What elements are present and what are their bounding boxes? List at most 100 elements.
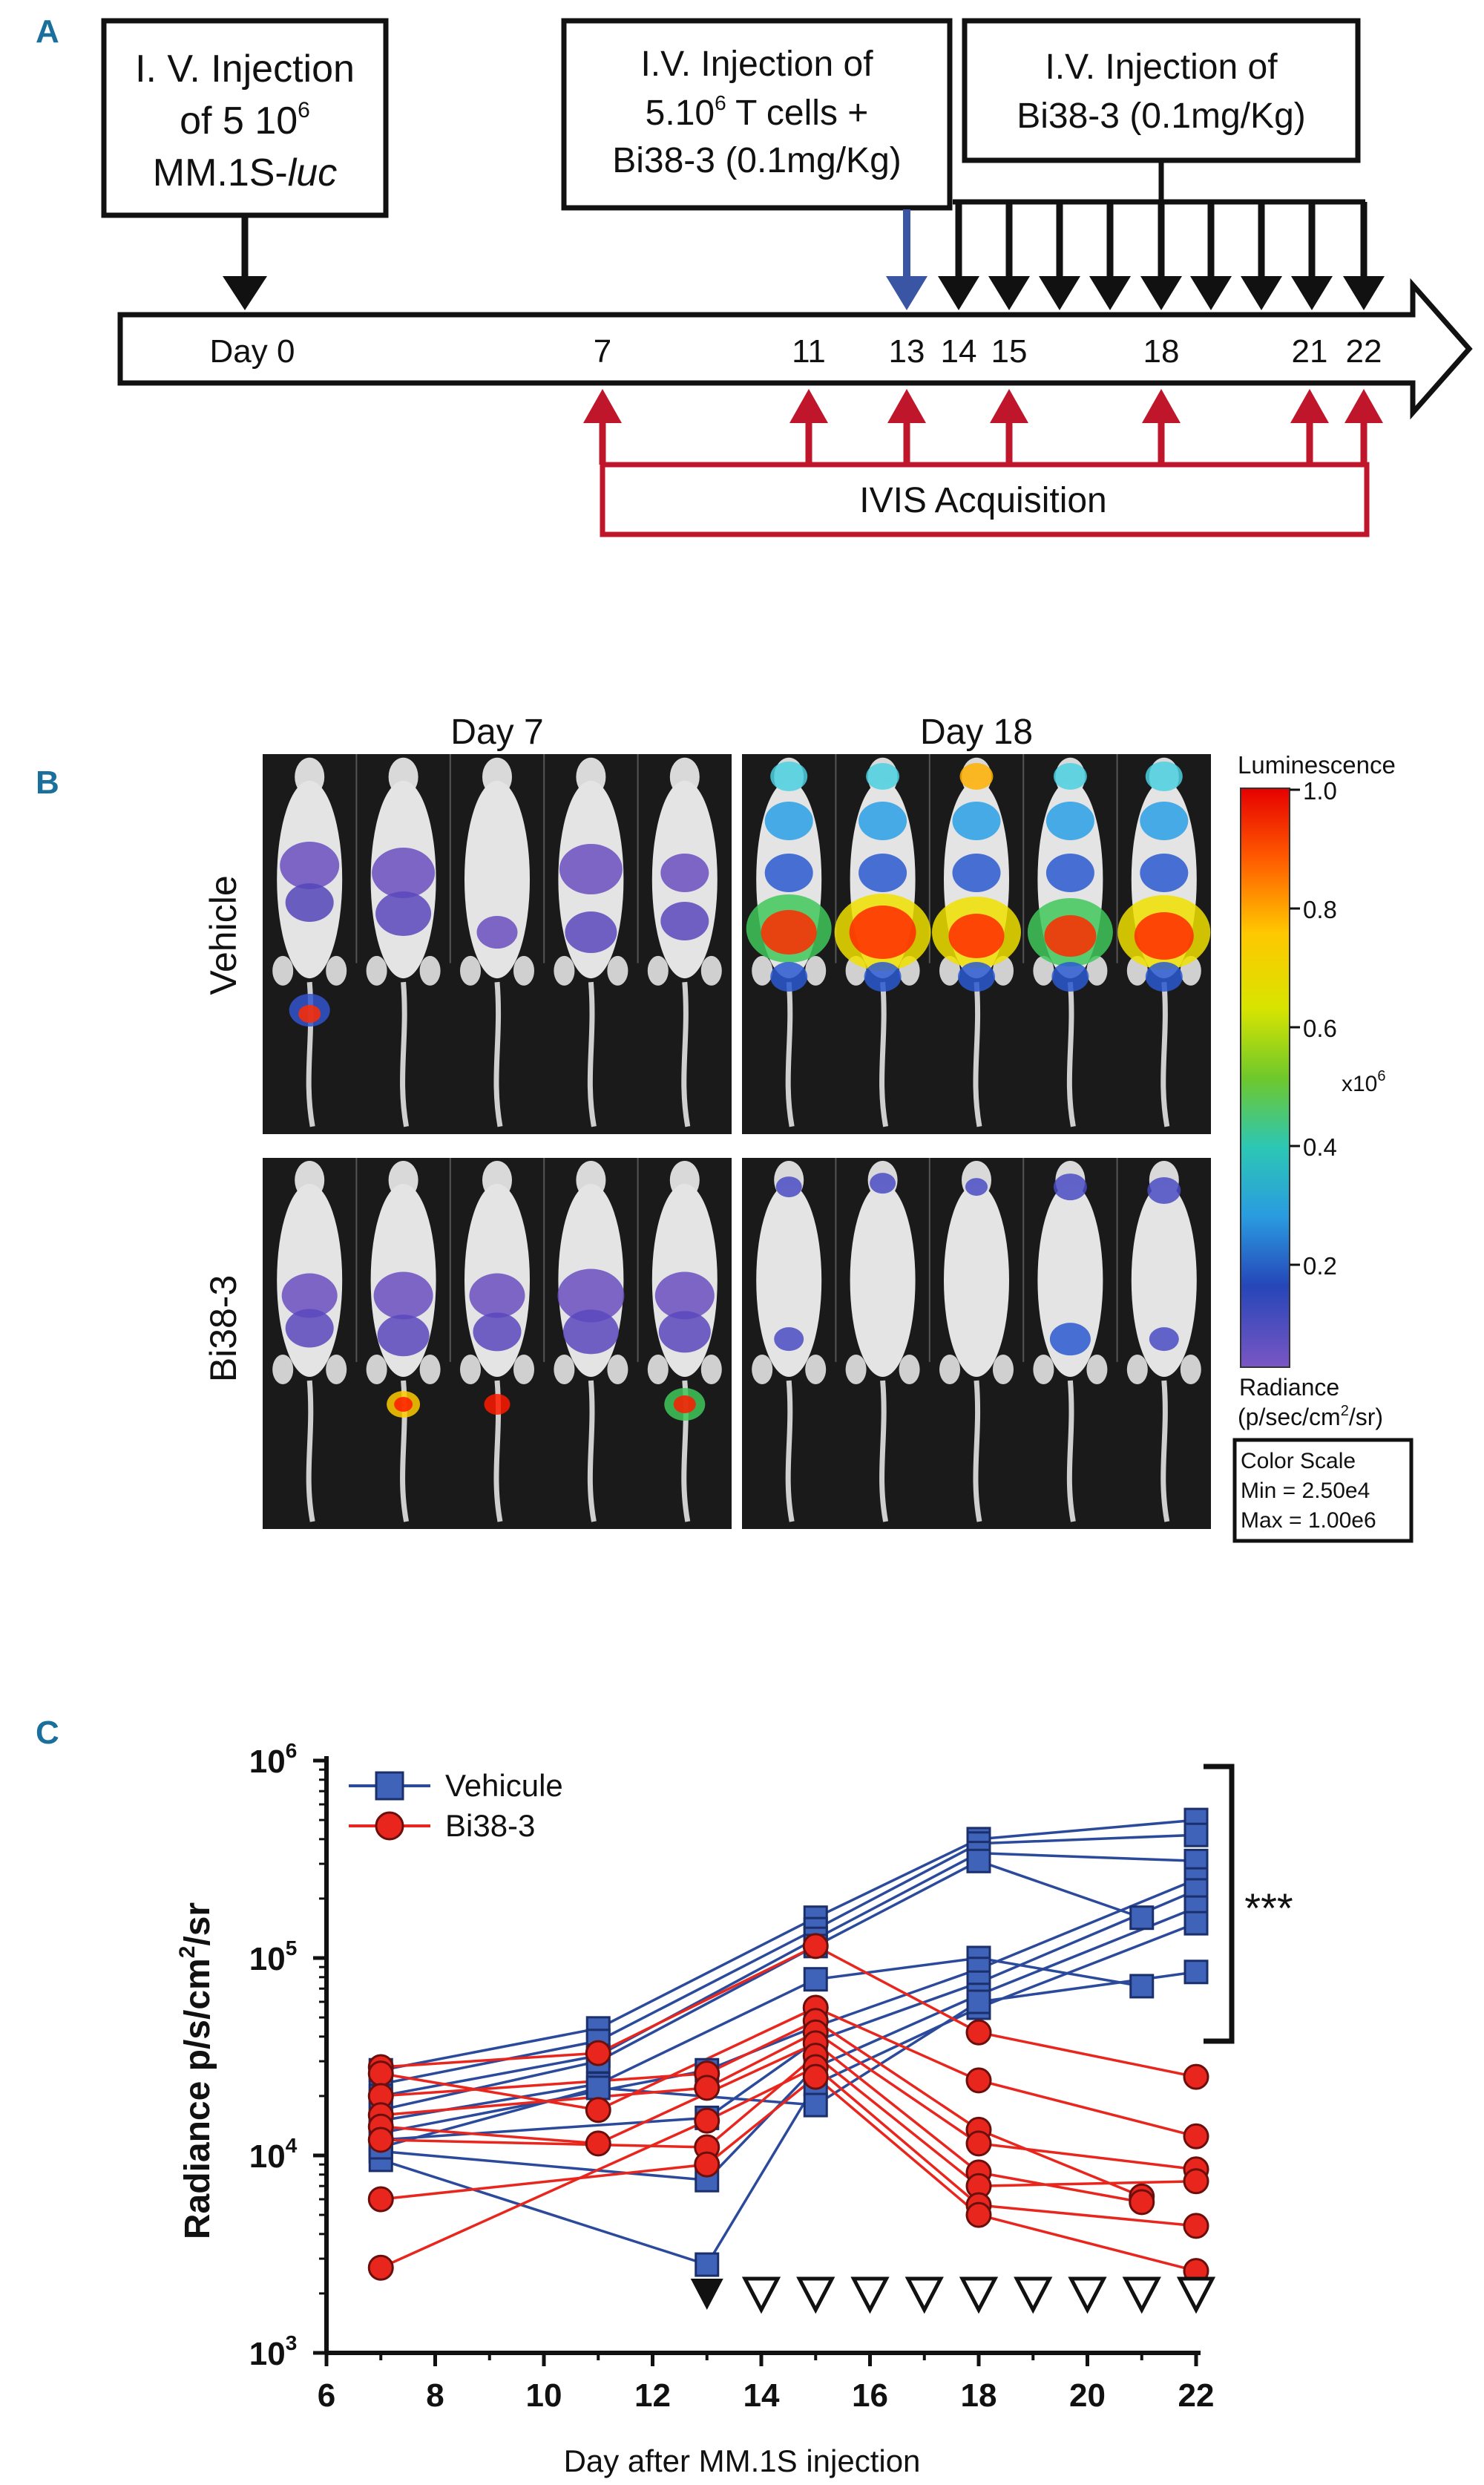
- signal-blob: [285, 1309, 334, 1348]
- x-tick-label: 10: [526, 2377, 562, 2414]
- chart-xlabel: Day after MM.1S injection: [564, 2443, 921, 2478]
- mouse-leg: [805, 1355, 827, 1384]
- red-arrow-head-0: [583, 389, 622, 423]
- point-vehicule-9-1: [585, 2075, 611, 2101]
- signal-blob: [958, 962, 995, 992]
- signal-blob: [858, 854, 907, 892]
- chart-series-lines: [380, 1818, 1197, 2273]
- signal-blob: [965, 1178, 988, 1196]
- row-label-bi38: Bi38-3: [203, 1275, 244, 1383]
- panel-b-letter: B: [36, 765, 59, 801]
- mouse-leg: [326, 1355, 347, 1384]
- box1-line2: of 5 106: [180, 98, 310, 143]
- signal-blob: [770, 762, 808, 791]
- series-line-bi38-10: [381, 1944, 1197, 2078]
- y-tick-label: 104: [249, 2134, 298, 2175]
- mouse-tail: [879, 1380, 889, 1522]
- cb-radiance-1: Radiance: [1239, 1374, 1339, 1401]
- day-label-21: 21: [1292, 333, 1328, 370]
- mouse-leg: [700, 955, 722, 986]
- mouse-body: [1037, 1184, 1103, 1377]
- signal-blob: [484, 1394, 510, 1415]
- point-bi38-11-3: [965, 2067, 992, 2094]
- photo-vehicle-day7: [263, 754, 732, 1134]
- cb-tick-0.8: 0.8: [1303, 896, 1337, 923]
- point-bi38-16-4: [1183, 2213, 1209, 2239]
- y-tick-label: 106: [249, 1739, 298, 1780]
- cb-multiplier: x106: [1342, 1068, 1386, 1096]
- mouse-2: [834, 757, 931, 1127]
- x-tick-label: 18: [961, 2377, 997, 2414]
- mouse-tail: [1160, 981, 1170, 1127]
- mouse-leg: [899, 1355, 920, 1384]
- day-label-0: Day 0: [210, 333, 295, 370]
- signal-blob: [559, 844, 623, 894]
- series-line-bi38-11: [380, 2006, 1197, 2138]
- mouse-4: [1033, 1161, 1108, 1522]
- black-arrow-head-7: [1291, 276, 1333, 310]
- mice-vehicle-day18: [746, 754, 1211, 1127]
- treatment-marker-open: [959, 2276, 999, 2314]
- mouse-4: [1027, 757, 1113, 1127]
- box-injection-bi38: [962, 18, 1361, 163]
- mouse-tail: [587, 1380, 597, 1522]
- point-vehicule-8-1: [695, 2252, 720, 2277]
- treatment-markers: [690, 2276, 1216, 2314]
- red-arrow-head-5: [1290, 389, 1329, 423]
- mouse-leg: [1126, 1355, 1148, 1384]
- mouse-tail: [493, 981, 503, 1127]
- mouse-leg: [939, 1355, 960, 1384]
- signal-blob: [849, 906, 916, 959]
- panel-a-timeline: I. V. Injection of 5 106 MM.1S-luc I.V. …: [101, 18, 1473, 537]
- point-vehicule-9-2: [803, 2092, 828, 2118]
- mouse-leg: [1033, 955, 1054, 986]
- point-vehicule-4-2: [803, 1967, 828, 1992]
- mouse-body: [1131, 1184, 1197, 1377]
- mouse-1: [752, 1161, 827, 1522]
- day-label-11: 11: [792, 333, 826, 370]
- point-vehicule-1-4: [1183, 1822, 1209, 1847]
- signal-blob: [562, 1309, 619, 1355]
- signal-blob: [1145, 962, 1183, 992]
- red-arrow-head-6: [1345, 389, 1383, 423]
- cs-title: Color Scale: [1241, 1449, 1356, 1473]
- day-label-22: 22: [1346, 333, 1382, 370]
- colorbar-ticks: 1.0 0.8 0.6 0.4 0.2: [1290, 777, 1337, 1280]
- treatment-marker-open: [796, 2276, 835, 2314]
- signal-blob: [1045, 802, 1094, 840]
- box1-line3: MM.1S-luc: [153, 151, 337, 194]
- mouse-tail: [973, 1380, 982, 1522]
- x-tick-label: 8: [426, 2377, 444, 2414]
- mouse-leg: [554, 955, 575, 986]
- signal-blob: [377, 1314, 430, 1357]
- point-bi38-17-3: [965, 2201, 992, 2228]
- mouse-leg: [366, 1355, 387, 1384]
- point-bi38-11-1: [585, 2097, 611, 2124]
- mouse-leg: [554, 1355, 575, 1384]
- mouse-3: [939, 1161, 1014, 1522]
- mouse-leg: [752, 1355, 773, 1384]
- signal-blob: [394, 1397, 413, 1412]
- point-bi38-10-4: [1183, 2063, 1209, 2090]
- red-arrow-head-1: [789, 389, 828, 423]
- x-tick-label: 12: [634, 2377, 671, 2414]
- signal-blob: [858, 802, 907, 840]
- point-bi38-13-1: [694, 2075, 720, 2101]
- x-tick-label: 22: [1178, 2377, 1215, 2414]
- colorbar: Luminescence 1.0 0.8 0.6 0.4 0.2 x106 Ra…: [1232, 751, 1414, 1543]
- cb-radiance-2: (p/sec/cm2/sr): [1238, 1403, 1383, 1430]
- signal-blob: [565, 911, 617, 953]
- mouse-5: [647, 757, 722, 1127]
- sig-bracket-line: [1204, 1764, 1235, 2044]
- point-bi38-10-3: [965, 2019, 992, 2046]
- arrow-day0-head: [223, 276, 267, 310]
- series-line-bi38-15: [381, 2054, 1197, 2187]
- ivis-bracket-box: [600, 462, 1370, 537]
- point-bi38-13-3: [965, 2130, 992, 2157]
- signal-blob: [1134, 912, 1194, 960]
- photo-vehicle-day18: [742, 754, 1211, 1134]
- box2-line3: Bi38-3 (0.1mg/Kg): [612, 141, 902, 180]
- point-bi38-17-2: [802, 2063, 829, 2090]
- signal-blob: [660, 902, 709, 940]
- timeline-bar: [117, 278, 1473, 420]
